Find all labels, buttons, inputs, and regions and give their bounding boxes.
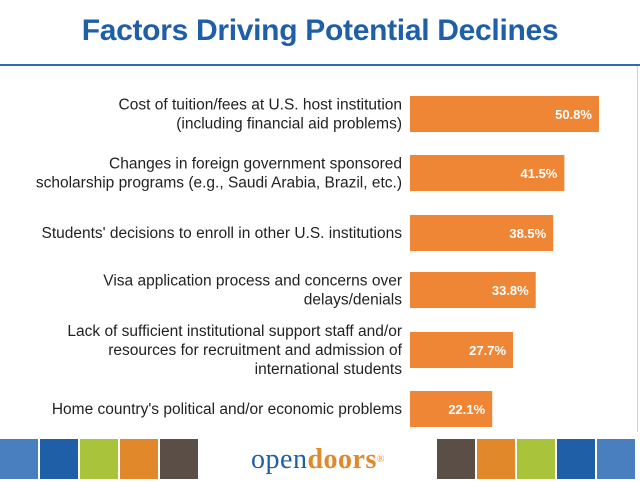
- value-label-6: 22.1%: [448, 402, 485, 417]
- bar-chart: 50.8% Cost of tuition/fees at U.S. host i…: [36, 96, 599, 427]
- chart-title: Factors Driving Potential Declines: [81, 14, 559, 47]
- footer-tile-10: [597, 439, 635, 479]
- footer-tile-2: [40, 439, 78, 479]
- logo-registered-mark: ®: [376, 454, 385, 465]
- footer-tile-8: [517, 439, 555, 479]
- footer-tile-5: [160, 439, 198, 479]
- logo-doors-text: doors: [307, 443, 377, 475]
- category-label-1-line-2: (including financial aid problems): [176, 116, 402, 133]
- value-label-5: 27.7%: [469, 343, 506, 358]
- category-label-5-line-3: international students: [255, 361, 403, 378]
- footer-tile-7: [477, 439, 515, 479]
- category-label-4-line-1: Visa application process and concerns ov…: [103, 273, 402, 290]
- category-label-5-line-2: resources for recruitment and admission …: [108, 342, 402, 359]
- category-label-2-line-2: scholarship programs (e.g., Saudi Arabia…: [36, 175, 402, 192]
- bar-1: [410, 96, 599, 132]
- category-label-1-line-1: Cost of tuition/fees at U.S. host instit…: [119, 97, 402, 114]
- value-label-2: 41.5%: [521, 166, 558, 181]
- category-label-3-line-1: Students' decisions to enroll in other U…: [41, 225, 402, 242]
- category-label-6-line-1: Home country's political and/or economic…: [52, 401, 402, 418]
- category-label-2-line-1: Changes in foreign government sponsored: [109, 156, 402, 173]
- bar-3: [410, 215, 554, 251]
- footer-tile-9: [557, 439, 595, 479]
- category-label-4-line-2: delays/denials: [304, 292, 402, 309]
- bar-6: [410, 391, 493, 427]
- value-label-3: 38.5%: [509, 226, 546, 241]
- category-label-5-line-1: Lack of sufficient institutional support…: [67, 323, 402, 340]
- opendoors-logo: open doors ®: [236, 437, 400, 482]
- footer-tile-1: [0, 439, 38, 479]
- footer-banner: open doors ®: [0, 437, 640, 482]
- bar-5: [410, 332, 514, 368]
- footer-tile-4: [120, 439, 158, 479]
- bar-4: [410, 272, 536, 308]
- value-label-4: 33.8%: [492, 283, 529, 298]
- title-rule: [0, 64, 640, 66]
- value-label-1: 50.8%: [555, 107, 592, 122]
- logo-open-text: open: [251, 443, 308, 475]
- bar-2: [410, 155, 565, 191]
- footer-tile-3: [80, 439, 118, 479]
- right-border: [637, 66, 638, 432]
- footer-tile-6: [437, 439, 475, 479]
